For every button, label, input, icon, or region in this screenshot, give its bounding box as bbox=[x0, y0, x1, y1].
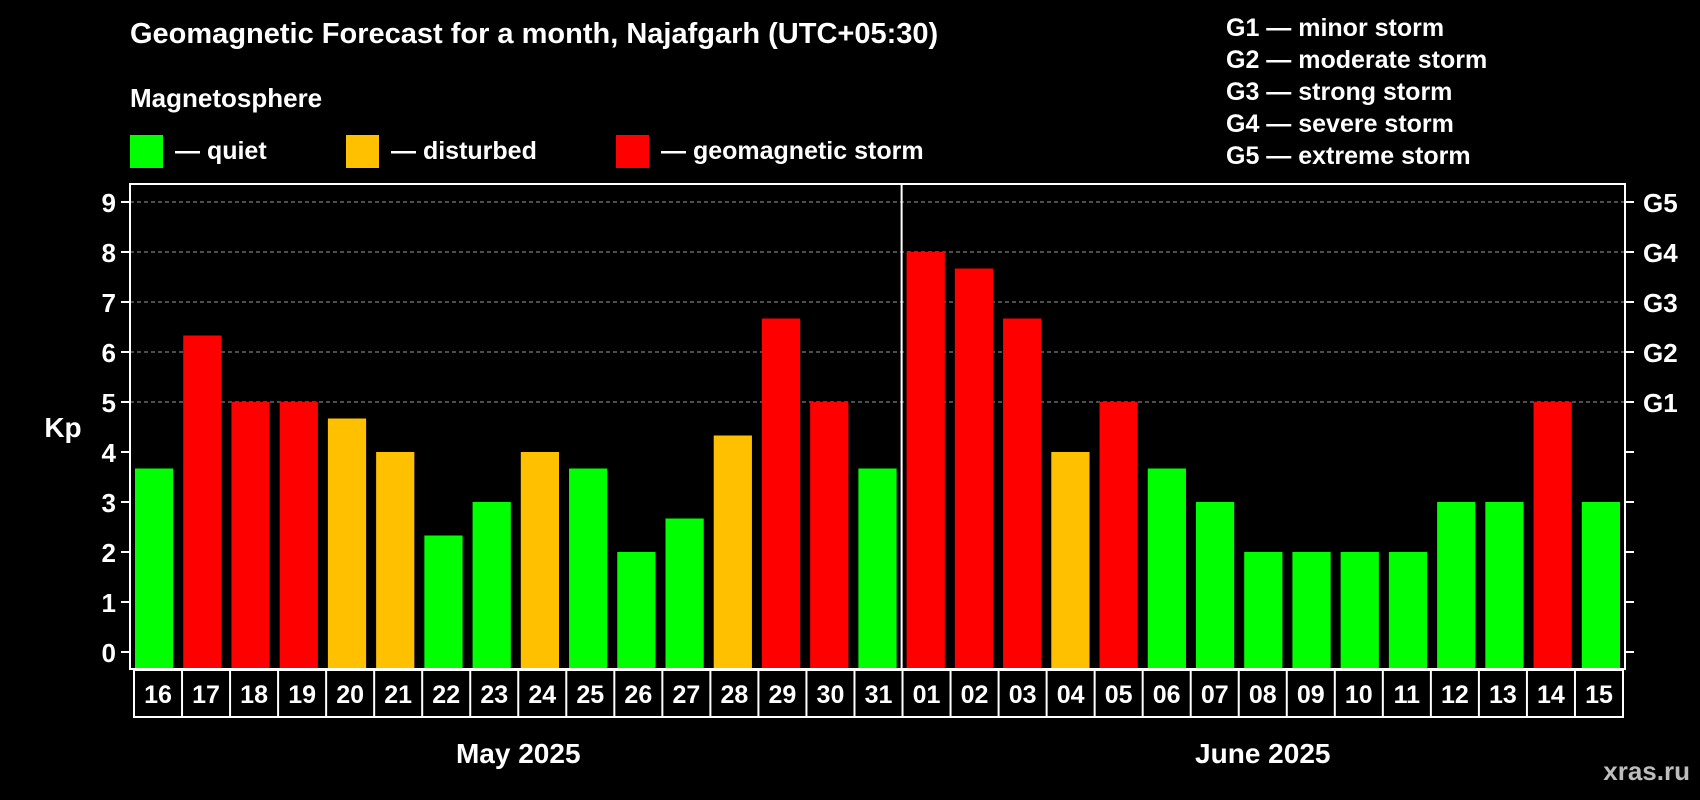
bar-11-quiet bbox=[1388, 552, 1428, 669]
bar-28-disturbed bbox=[713, 435, 752, 669]
x-tick-label-27: 27 bbox=[672, 681, 700, 709]
x-tick-label-19: 19 bbox=[288, 681, 316, 709]
x-tick-label-22: 22 bbox=[432, 681, 460, 709]
magnetosphere-label: Magnetosphere bbox=[130, 83, 323, 113]
y-tick-label-6: 6 bbox=[102, 338, 116, 368]
bar-13-quiet bbox=[1485, 502, 1524, 669]
x-tick-label-11: 11 bbox=[1394, 681, 1421, 709]
x-tick-label-31: 31 bbox=[865, 681, 893, 709]
storm-scale-g5: G5 — extreme storm bbox=[1226, 142, 1471, 170]
x-tick-label-20: 20 bbox=[336, 681, 364, 709]
storm-scale-g1: G1 — minor storm bbox=[1226, 14, 1445, 42]
x-tick-label-26: 26 bbox=[624, 681, 652, 709]
x-tick-label-10: 10 bbox=[1345, 681, 1373, 709]
y-axis-label: Kp bbox=[44, 412, 81, 443]
y-tick-label-4: 4 bbox=[102, 438, 117, 468]
bar-23-quiet bbox=[472, 502, 511, 669]
x-tick-label-04: 04 bbox=[1057, 681, 1085, 709]
bar-03-storm bbox=[1003, 318, 1042, 669]
y-tick-label-8: 8 bbox=[102, 238, 116, 268]
bar-24-disturbed bbox=[520, 452, 560, 669]
month-label-1: June 2025 bbox=[1195, 738, 1330, 769]
x-tick-label-02: 02 bbox=[961, 681, 989, 709]
y-tick-label-0: 0 bbox=[102, 638, 116, 668]
x-tick-label-23: 23 bbox=[480, 681, 508, 709]
x-tick-label-29: 29 bbox=[769, 681, 797, 709]
x-tick-label-13: 13 bbox=[1489, 681, 1517, 709]
legend-disturbed-label: — disturbed bbox=[391, 136, 537, 165]
bar-16-quiet bbox=[135, 468, 174, 669]
legend-quiet-label: — quiet bbox=[175, 136, 267, 165]
bar-30-storm bbox=[810, 402, 849, 669]
y-tick-label-2: 2 bbox=[102, 538, 116, 568]
storm-scale-g4: G4 — severe storm bbox=[1226, 110, 1454, 138]
x-tick-label-05: 05 bbox=[1105, 681, 1133, 709]
y-tick-label-5: 5 bbox=[102, 388, 116, 418]
x-tick-label-14: 14 bbox=[1537, 681, 1565, 709]
x-tick-label-01: 01 bbox=[913, 681, 941, 709]
y-tick-label-9: 9 bbox=[102, 188, 116, 218]
bar-21-disturbed bbox=[376, 452, 415, 669]
chart-title: Geomagnetic Forecast for a month, Najafg… bbox=[130, 18, 939, 50]
legend-disturbed-swatch bbox=[346, 134, 379, 168]
bar-04-disturbed bbox=[1051, 452, 1090, 669]
legend-storm-swatch bbox=[616, 134, 649, 168]
bar-22-quiet bbox=[424, 535, 463, 669]
bar-08-quiet bbox=[1244, 552, 1283, 669]
legend-disturbed: — disturbed bbox=[346, 134, 537, 168]
legend-storm: — geomagnetic storm bbox=[616, 134, 924, 168]
x-tick-label-18: 18 bbox=[240, 681, 268, 709]
bar-06-quiet bbox=[1147, 468, 1186, 669]
x-tick-label-30: 30 bbox=[817, 681, 845, 709]
bar-26-quiet bbox=[617, 552, 656, 669]
right-axis-label-G2: G2 bbox=[1643, 338, 1678, 368]
x-tick-label-15: 15 bbox=[1585, 681, 1613, 709]
bar-29-storm bbox=[761, 318, 801, 669]
bar-02-storm bbox=[954, 268, 994, 669]
x-tick-label-28: 28 bbox=[720, 681, 748, 709]
right-axis-label-G5: G5 bbox=[1643, 188, 1678, 218]
x-tick-label-09: 09 bbox=[1297, 681, 1325, 709]
watermark: xras.ru bbox=[1603, 756, 1690, 786]
bar-14-storm bbox=[1533, 402, 1572, 669]
x-tick-label-17: 17 bbox=[192, 681, 220, 709]
x-tick-label-25: 25 bbox=[576, 681, 604, 709]
legend-quiet-swatch bbox=[130, 134, 163, 168]
bar-05-storm bbox=[1099, 402, 1138, 669]
bar-20-disturbed bbox=[327, 418, 367, 669]
y-tick-label-3: 3 bbox=[102, 488, 116, 518]
x-tick-label-06: 06 bbox=[1153, 681, 1181, 709]
bar-12-quiet bbox=[1437, 502, 1476, 669]
bar-19-storm bbox=[279, 402, 318, 669]
day-label-strip bbox=[133, 669, 1624, 718]
bar-09-quiet bbox=[1292, 552, 1331, 669]
right-axis-label-G1: G1 bbox=[1643, 388, 1678, 418]
bar-07-quiet bbox=[1195, 502, 1235, 669]
right-axis-label-G4: G4 bbox=[1643, 238, 1678, 268]
month-label-0: May 2025 bbox=[456, 738, 581, 769]
storm-scale-g2: G2 — moderate storm bbox=[1226, 46, 1488, 74]
y-tick-label-7: 7 bbox=[102, 288, 116, 318]
y-tick-label-1: 1 bbox=[102, 588, 116, 618]
legend-quiet: — quiet bbox=[130, 134, 267, 168]
bar-01-storm bbox=[906, 252, 945, 669]
bar-27-quiet bbox=[665, 518, 704, 669]
legend-storm-label: — geomagnetic storm bbox=[661, 136, 924, 165]
bar-25-quiet bbox=[569, 468, 608, 669]
x-tick-label-03: 03 bbox=[1009, 681, 1037, 709]
x-tick-label-08: 08 bbox=[1249, 681, 1277, 709]
bar-18-storm bbox=[231, 402, 270, 669]
x-tick-label-24: 24 bbox=[528, 681, 556, 709]
storm-scale-g3: G3 — strong storm bbox=[1226, 78, 1453, 106]
bar-17-storm bbox=[183, 335, 222, 669]
x-tick-label-16: 16 bbox=[144, 681, 172, 709]
bar-31-quiet bbox=[858, 468, 897, 669]
x-tick-label-21: 21 bbox=[384, 681, 412, 709]
bar-10-quiet bbox=[1340, 552, 1379, 669]
x-tick-label-12: 12 bbox=[1441, 681, 1469, 709]
bar-15-quiet bbox=[1581, 502, 1620, 669]
x-tick-label-07: 07 bbox=[1201, 681, 1229, 709]
right-axis-label-G3: G3 bbox=[1643, 288, 1678, 318]
